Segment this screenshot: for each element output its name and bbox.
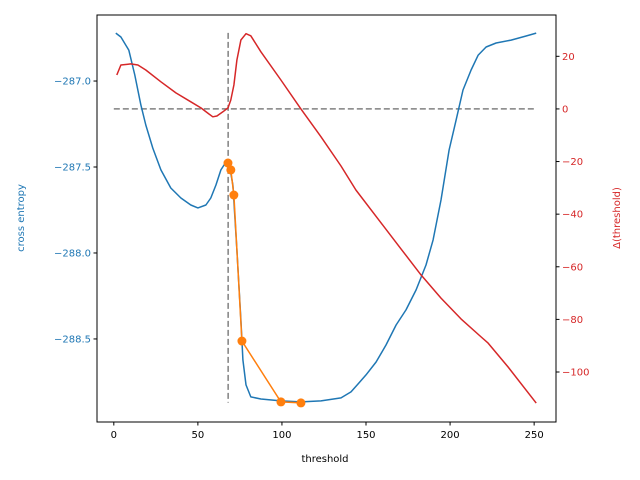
x-tick-label: 100	[272, 430, 291, 441]
data-point	[296, 398, 306, 408]
series-line-0	[115, 32, 537, 403]
data-point	[229, 190, 239, 200]
x-tick-label: 200	[441, 430, 460, 441]
plot-area	[113, 32, 537, 408]
right-y-tick-label: −60	[562, 262, 583, 273]
right-y-tick-label: −20	[562, 157, 583, 168]
left-y-tick-label: −288.5	[54, 334, 91, 345]
data-point	[223, 158, 233, 168]
data-point	[276, 397, 286, 407]
x-tick-label: 150	[356, 430, 375, 441]
x-tick-label: 50	[192, 430, 205, 441]
ticks: 0 50 100 150 200 250−287.0−287.5−288.0−288.52…	[54, 52, 589, 441]
right-y-tick-label: −80	[562, 315, 583, 326]
data-point	[237, 336, 247, 346]
left-y-tick-label: −287.0	[54, 77, 91, 88]
left-y-axis-label: cross entropy	[16, 184, 27, 252]
x-axis-label: threshold	[301, 454, 348, 465]
x-tick-label: 250	[525, 430, 544, 441]
axes-frame	[96, 14, 557, 423]
right-y-tick-label: 20	[562, 52, 575, 63]
left-y-tick-label: −287.5	[54, 163, 91, 174]
right-y-axis-label: Δ(threshold)	[612, 187, 623, 249]
right-y-tick-label: 0	[562, 104, 568, 115]
series-line-1	[116, 32, 537, 404]
right-y-tick-label: −40	[562, 210, 583, 221]
x-tick-label: 0	[111, 430, 117, 441]
data-point	[226, 165, 236, 175]
left-y-tick-label: −288.0	[54, 248, 91, 259]
right-y-tick-label: −100	[562, 368, 589, 379]
